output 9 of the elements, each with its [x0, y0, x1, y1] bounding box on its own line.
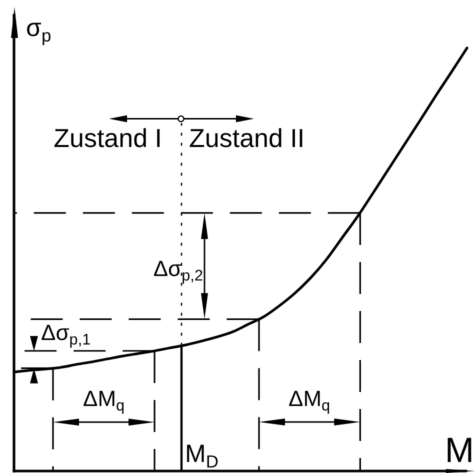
annotation: ΔM$_{q}$	[288, 386, 330, 415]
annotation: Δσ$_{p,1}$	[41, 320, 91, 349]
annotation: M$_{D}$	[185, 440, 218, 472]
x-axis-title: M	[444, 431, 474, 470]
annotation: ΔM$_{q}$	[83, 386, 125, 415]
y-axis-title: σ$_{p}$	[26, 14, 52, 46]
annotation: Zustand II	[189, 123, 305, 154]
annotation: Zustand I	[54, 123, 162, 154]
annotation: Δσ$_{p,2}$	[153, 256, 204, 286]
